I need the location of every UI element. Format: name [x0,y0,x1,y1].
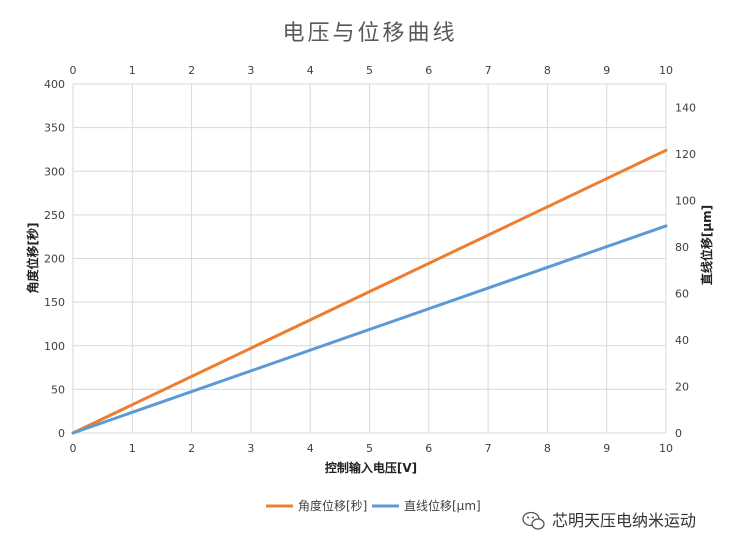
y-tick-label: 200 [44,253,65,266]
legend-label-linear: 直线位移[μm] [404,498,481,513]
y-tick-label: 50 [51,383,65,396]
y-tick-label: 250 [44,209,65,222]
y-tick-label: 400 [44,78,65,91]
x-tick-label-bottom: 6 [425,442,432,455]
chart-title: 电压与位移曲线 [282,21,457,46]
y-axis-ticks-left: 0 50 100 150 200 250 300 350 400 [44,78,65,440]
y2-tick-label: 80 [675,241,689,254]
x-axis-label: 控制输入电压[V] [325,460,417,475]
y2-tick-label: 140 [675,101,696,114]
y2-axis-label: 直线位移[μm] [699,205,714,285]
x-tick-label-bottom: 10 [659,442,673,455]
x-tick-label-top: 0 [70,64,77,77]
x-tick-label-bottom: 7 [485,442,492,455]
x-tick-label-top: 1 [129,64,136,77]
y-tick-label: 350 [44,122,65,135]
y-axis-ticks-right: 0 20 40 60 80 100 120 140 [675,101,696,440]
y2-tick-label: 40 [675,334,689,347]
wechat-icon [522,511,545,530]
y2-tick-label: 20 [675,380,689,393]
watermark: 芯明天压电纳米运动 [522,511,696,530]
x-tick-label-top: 4 [307,64,314,77]
x-tick-label-top: 6 [425,64,432,77]
series-lines [71,148,668,435]
y2-tick-label: 120 [675,148,696,161]
x-axis-ticks-top: 0 1 2 3 4 5 6 7 8 9 10 [70,64,674,77]
series-line-linear [71,224,668,435]
series-line-angular [71,148,668,435]
y-axis-label: 角度位移[秒] [25,223,40,294]
x-tick-label-bottom: 4 [307,442,314,455]
legend-label-angular: 角度位移[秒] [298,498,367,513]
x-tick-label-top: 8 [544,64,551,77]
x-tick-label-bottom: 0 [70,442,77,455]
grid [72,83,667,434]
y-tick-label: 100 [44,340,65,353]
x-tick-label-bottom: 8 [544,442,551,455]
x-tick-label-top: 2 [188,64,195,77]
x-tick-label-bottom: 1 [129,442,136,455]
y2-tick-label: 0 [675,427,682,440]
x-tick-label-bottom: 9 [603,442,610,455]
x-tick-label-top: 9 [603,64,610,77]
y2-tick-label: 100 [675,194,696,207]
x-tick-label-top: 10 [659,64,673,77]
x-tick-label-bottom: 2 [188,442,195,455]
watermark-text: 芯明天压电纳米运动 [552,511,696,530]
y2-tick-label: 60 [675,287,689,300]
x-tick-label-top: 5 [366,64,373,77]
x-tick-label-top: 7 [485,64,492,77]
x-tick-label-bottom: 3 [247,442,254,455]
x-tick-label-top: 3 [247,64,254,77]
y-tick-label: 150 [44,296,65,309]
x-axis-ticks-bottom: 0 1 2 3 4 5 6 7 8 9 10 [70,442,674,455]
y-tick-label: 300 [44,165,65,178]
y-tick-label: 0 [58,427,65,440]
x-tick-label-bottom: 5 [366,442,373,455]
legend: 角度位移[秒] 直线位移[μm] [266,498,481,513]
